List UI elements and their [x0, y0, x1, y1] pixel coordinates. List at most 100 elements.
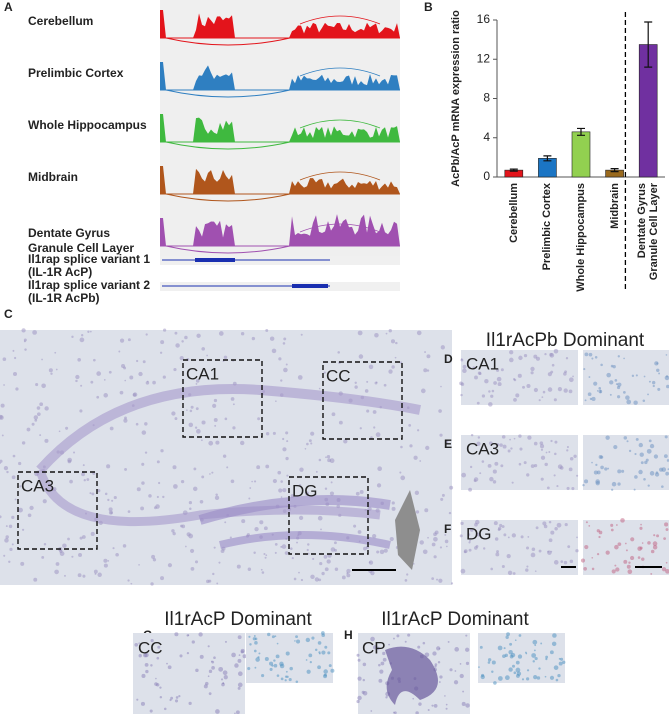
cell [64, 574, 66, 577]
cell [59, 551, 65, 556]
cell [417, 645, 421, 649]
cell [195, 407, 199, 411]
cell [374, 332, 379, 338]
cell [649, 471, 655, 476]
cell [509, 438, 511, 441]
cell [631, 374, 635, 378]
cell [406, 573, 409, 576]
cell [610, 528, 614, 532]
cell [521, 678, 525, 681]
cell [271, 635, 275, 639]
cell [265, 432, 270, 436]
cell [178, 694, 181, 698]
cell [357, 676, 362, 681]
choroid-plexus [385, 646, 438, 705]
x-tick-label: Cerebellum [507, 183, 520, 243]
cell [282, 437, 285, 441]
cell [207, 645, 210, 648]
cell [507, 449, 511, 453]
cell [193, 486, 198, 492]
cell [516, 674, 520, 678]
cell [391, 501, 395, 505]
cell [9, 547, 13, 551]
cell [533, 675, 538, 680]
cell [484, 379, 489, 384]
cell [249, 643, 252, 646]
cell [527, 536, 530, 538]
cell [598, 535, 601, 539]
cell [438, 578, 443, 583]
cell [119, 338, 125, 343]
cell [305, 637, 311, 643]
cell [97, 572, 102, 577]
cell [392, 711, 395, 714]
cell [639, 546, 643, 550]
cell [263, 553, 266, 556]
cell [479, 472, 482, 475]
cell [108, 370, 112, 374]
cell [286, 474, 289, 477]
cell [1, 434, 4, 437]
cell [11, 515, 15, 519]
cell [573, 454, 577, 458]
cell [470, 433, 474, 437]
cell [274, 542, 278, 546]
cell [378, 663, 381, 667]
cell [284, 551, 289, 555]
cell [248, 635, 251, 638]
cell [462, 690, 465, 693]
cell [0, 462, 1, 464]
cell [240, 440, 245, 446]
cell [554, 452, 557, 456]
cell [651, 380, 656, 385]
cell [11, 475, 16, 480]
cell [526, 677, 530, 681]
cell [44, 438, 49, 443]
cell [18, 461, 22, 466]
cell [538, 549, 542, 553]
cell [610, 523, 614, 527]
cell [132, 393, 137, 397]
cell [558, 661, 563, 666]
cell [433, 555, 437, 559]
cell [530, 552, 536, 558]
cell [634, 475, 638, 479]
cell [553, 348, 559, 354]
cell [321, 571, 325, 576]
cell [422, 641, 426, 645]
cell [562, 660, 566, 664]
cell [514, 639, 517, 642]
cell [424, 508, 429, 513]
cell [5, 525, 8, 528]
cell [78, 553, 82, 557]
variant-isoform: (IL-1R AcP) [28, 265, 92, 279]
cell [368, 561, 371, 564]
cell [657, 387, 661, 391]
cell [272, 478, 277, 484]
cell [614, 379, 618, 382]
panel-label: B [424, 0, 433, 14]
cell [438, 409, 442, 413]
cell [142, 360, 146, 364]
cell [285, 431, 289, 435]
cell [544, 352, 547, 356]
cell [390, 339, 396, 344]
cell [215, 440, 220, 445]
cell [440, 385, 442, 388]
cell [650, 549, 655, 554]
cell [469, 465, 473, 469]
cell [211, 471, 214, 474]
cell [497, 382, 502, 387]
cell [32, 330, 37, 335]
junction-arc [165, 193, 291, 202]
cell [513, 398, 517, 402]
cell [553, 474, 556, 477]
y-tick-label: 12 [477, 51, 491, 65]
cell [503, 533, 507, 537]
cell [203, 684, 208, 689]
cell [222, 682, 225, 685]
cell [144, 451, 148, 454]
cell [273, 663, 278, 668]
cell [474, 375, 478, 380]
cell [538, 399, 541, 402]
